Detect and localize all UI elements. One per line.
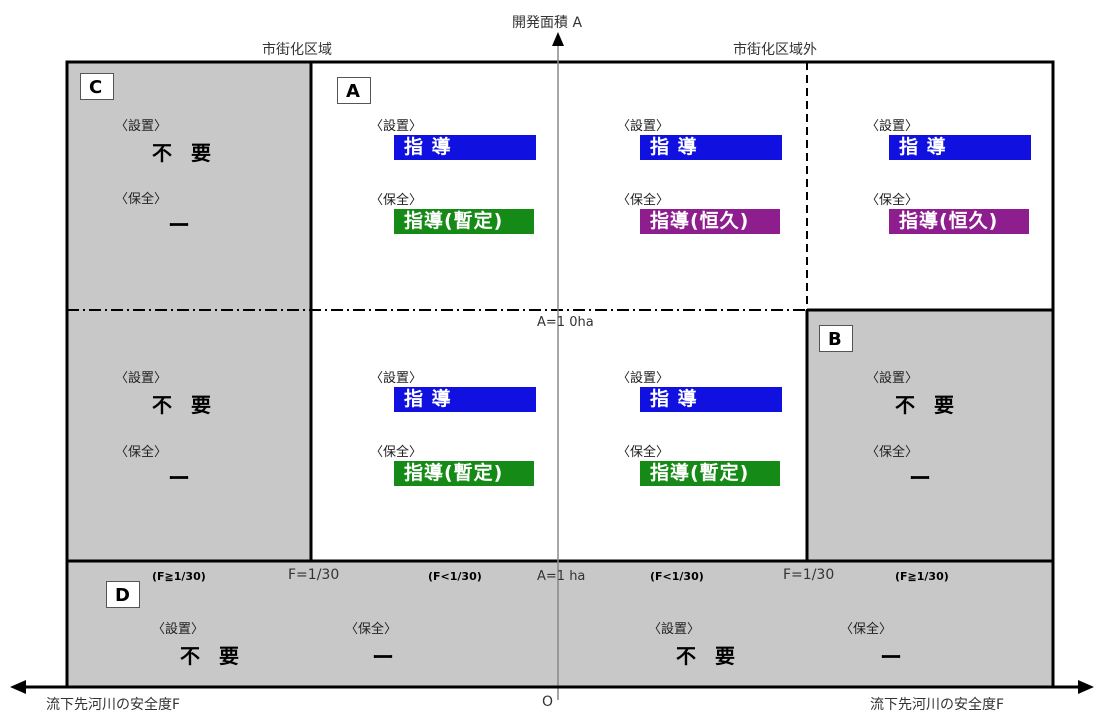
d-right-hozen-value: ー xyxy=(880,646,903,671)
c-upper-hozen-value: ー xyxy=(168,214,191,239)
a-ll-hozen-tag: 指導(暫定) xyxy=(394,461,534,486)
a-ul-setsuchi-label: 〈設置〉 xyxy=(370,119,423,134)
zone-letter-c: C xyxy=(80,73,114,100)
threshold-f-right-eq: F=1/30 xyxy=(783,567,835,583)
a-ul-hozen-label: 〈保全〉 xyxy=(370,193,423,208)
c-lower-hozen-value: ー xyxy=(168,467,191,492)
a-ll-setsuchi-label: 〈設置〉 xyxy=(370,371,423,386)
threshold-f-left-lt: (F<1/30) xyxy=(428,570,482,583)
d-left-setsuchi-value: 不 要 xyxy=(180,644,245,668)
threshold-a1ha: A=1 ha xyxy=(537,569,586,584)
ur-hozen-tag: 指導(恒久) xyxy=(889,209,1029,234)
zone-d xyxy=(67,561,1053,687)
c-lower-setsuchi-label: 〈設置〉 xyxy=(115,371,168,386)
y-axis-label: 開発面積 A xyxy=(512,15,583,31)
ur-hozen-label: 〈保全〉 xyxy=(866,193,919,208)
d-left-hozen-value: ー xyxy=(372,646,395,671)
c-lower-setsuchi-value: 不 要 xyxy=(152,393,217,417)
a-lm-setsuchi-label: 〈設置〉 xyxy=(617,371,670,386)
d-right-hozen-label: 〈保全〉 xyxy=(840,622,893,637)
a-um-setsuchi-tag: 指 導 xyxy=(640,135,782,160)
c-upper-setsuchi-value: 不 要 xyxy=(152,141,217,165)
b-setsuchi-label: 〈設置〉 xyxy=(866,371,919,386)
zone-letter-d: D xyxy=(106,581,140,608)
threshold-f-right-lt: (F<1/30) xyxy=(650,570,704,583)
c-lower-hozen-label: 〈保全〉 xyxy=(115,445,168,460)
a-um-hozen-tag: 指導(恒久) xyxy=(640,209,780,234)
b-hozen-value: ー xyxy=(909,467,932,492)
a-ul-setsuchi-tag: 指 導 xyxy=(394,135,536,160)
threshold-f-left-ge: (F≧1/30) xyxy=(152,570,206,583)
region-non-urban-label: 市街化区域外 xyxy=(733,42,817,58)
x-axis-right-label: 流下先河川の安全度F xyxy=(870,697,1005,713)
a-lm-hozen-label: 〈保全〉 xyxy=(617,445,670,460)
d-right-setsuchi-value: 不 要 xyxy=(676,644,741,668)
d-left-hozen-label: 〈保全〉 xyxy=(345,622,398,637)
threshold-f-left-eq: F=1/30 xyxy=(288,567,340,583)
d-right-setsuchi-label: 〈設置〉 xyxy=(648,622,701,637)
region-urban-label: 市街化区域 xyxy=(262,42,332,58)
ur-setsuchi-tag: 指 導 xyxy=(889,135,1031,160)
a-um-hozen-label: 〈保全〉 xyxy=(617,193,670,208)
threshold-f-right-ge: (F≧1/30) xyxy=(895,570,949,583)
a-lm-hozen-tag: 指導(暫定) xyxy=(640,461,780,486)
d-left-setsuchi-label: 〈設置〉 xyxy=(152,622,205,637)
a-ll-hozen-label: 〈保全〉 xyxy=(370,445,423,460)
b-hozen-label: 〈保全〉 xyxy=(866,445,919,460)
zone-letter-a: A xyxy=(337,77,371,104)
a-ul-hozen-tag: 指導(暫定) xyxy=(394,209,534,234)
a-lm-setsuchi-tag: 指 導 xyxy=(640,387,782,412)
origin-label: O xyxy=(542,694,554,710)
x-axis-left-label: 流下先河川の安全度F xyxy=(46,697,181,713)
c-upper-setsuchi-label: 〈設置〉 xyxy=(115,119,168,134)
zone-letter-b: B xyxy=(819,325,853,352)
ur-setsuchi-label: 〈設置〉 xyxy=(866,119,919,134)
threshold-a10ha: A=1 0ha xyxy=(537,315,594,330)
a-ll-setsuchi-tag: 指 導 xyxy=(394,387,536,412)
b-setsuchi-value: 不 要 xyxy=(895,393,960,417)
c-upper-hozen-label: 〈保全〉 xyxy=(115,192,168,207)
a-um-setsuchi-label: 〈設置〉 xyxy=(617,119,670,134)
zone-c-upper xyxy=(67,62,310,310)
zone-c-lower xyxy=(67,310,310,561)
